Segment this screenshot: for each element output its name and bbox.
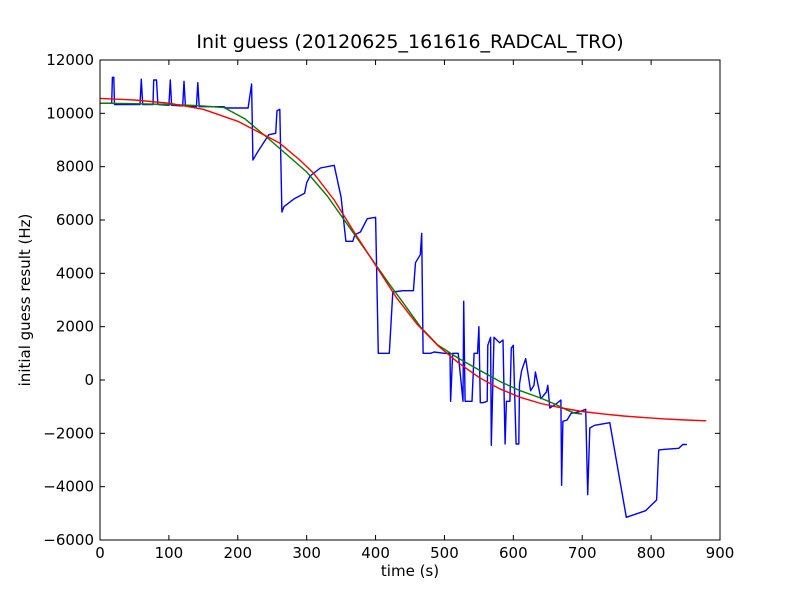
ticks-layer: 0 100 200 300 400 500 600 700 800 900 −6000 −4000 −2… xyxy=(43,51,734,562)
y-tick-label: 10000 xyxy=(46,104,94,122)
y-tick-label: 6000 xyxy=(56,211,94,229)
y-tick-label: 12000 xyxy=(46,51,94,69)
y-tick-label: −2000 xyxy=(43,424,94,442)
chart-title: Init guess (20120625_161616_RADCAL_TRO) xyxy=(196,31,623,53)
series-line-1 xyxy=(100,76,687,518)
series-layer xyxy=(99,76,707,518)
x-tick-label: 700 xyxy=(568,544,597,562)
plot-area-frame xyxy=(99,59,721,541)
y-tick-label: 8000 xyxy=(56,158,94,176)
y-tick-label: 0 xyxy=(84,371,94,389)
x-tick-label: 0 xyxy=(95,544,105,562)
x-tick-label: 100 xyxy=(155,544,184,562)
x-tick-label: 300 xyxy=(292,544,321,562)
x-tick-label: 900 xyxy=(706,544,735,562)
y-tick-label: 2000 xyxy=(56,318,94,336)
y-tick-label: −4000 xyxy=(43,478,94,496)
y-tick-label: −6000 xyxy=(43,531,94,549)
x-axis-label: time (s) xyxy=(381,562,439,580)
x-tick-label: 200 xyxy=(223,544,252,562)
y-tick-label: 4000 xyxy=(56,264,94,282)
y-axis-label: initial guess result (Hz) xyxy=(16,214,34,387)
x-tick-label: 600 xyxy=(499,544,528,562)
x-tick-label: 500 xyxy=(430,544,459,562)
x-tick-label: 400 xyxy=(361,544,390,562)
x-tick-label: 800 xyxy=(637,544,666,562)
series-line-3 xyxy=(99,97,707,422)
series-line-2 xyxy=(99,102,583,415)
